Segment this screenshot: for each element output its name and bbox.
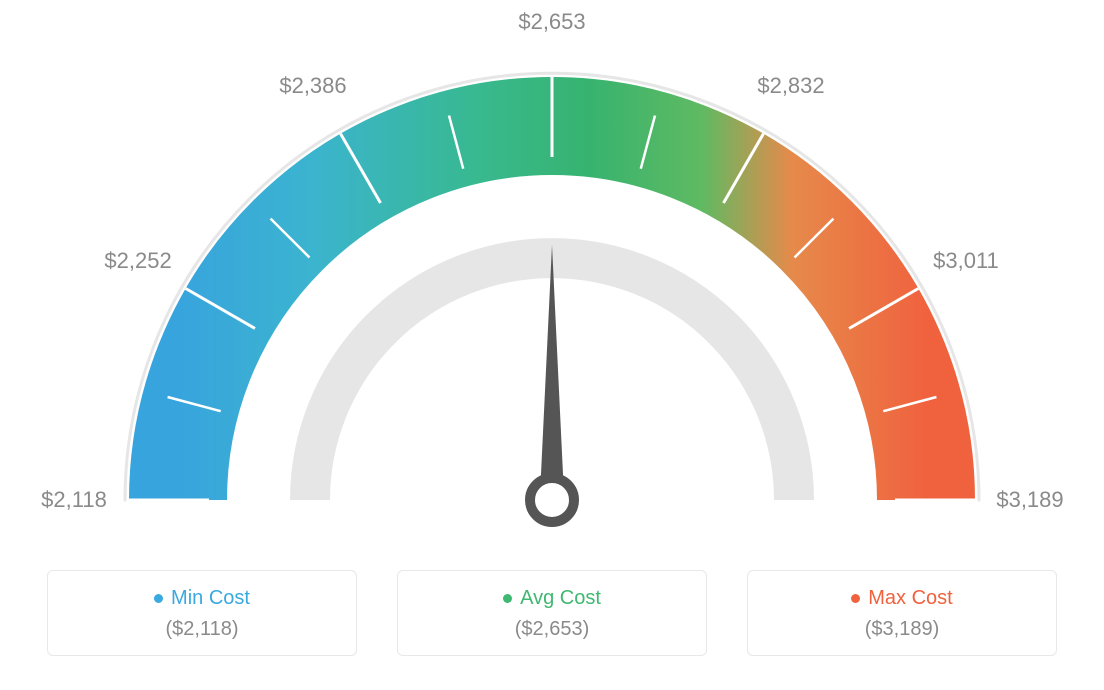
svg-text:$2,118: $2,118 (41, 487, 107, 512)
gauge-svg: $2,118 $2,252 $2,386 $2,653 $2,832 $3,011 $3,1… (0, 0, 1104, 560)
dot-icon (154, 594, 163, 603)
dot-icon (851, 594, 860, 603)
legend-max-value: ($3,189) (748, 618, 1056, 641)
legend-max-card: Max Cost ($3,189) (747, 570, 1057, 656)
legend-max-title: Max Cost (748, 587, 1056, 610)
gauge-chart: $2,118 $2,252 $2,386 $2,653 $2,832 $3,011 $3,1… (0, 0, 1104, 560)
legend-min-label: Min Cost (171, 587, 250, 610)
legend-min-card: Min Cost ($2,118) (47, 570, 357, 656)
svg-text:$2,386: $2,386 (279, 73, 346, 98)
svg-text:$2,832: $2,832 (757, 73, 824, 98)
svg-text:$3,189: $3,189 (996, 487, 1063, 512)
legend-avg-value: ($2,653) (398, 618, 706, 641)
legend-avg-card: Avg Cost ($2,653) (397, 570, 707, 656)
legend-row: Min Cost ($2,118) Avg Cost ($2,653) Max … (7, 570, 1097, 656)
svg-text:$2,252: $2,252 (104, 248, 171, 273)
legend-avg-label: Avg Cost (520, 587, 601, 610)
dot-icon (503, 594, 512, 603)
legend-max-label: Max Cost (868, 587, 952, 610)
svg-text:$3,011: $3,011 (933, 248, 999, 273)
legend-min-value: ($2,118) (48, 618, 356, 641)
gauge-needle (530, 245, 574, 522)
legend-min-title: Min Cost (48, 587, 356, 610)
legend-avg-title: Avg Cost (398, 587, 706, 610)
svg-text:$2,653: $2,653 (518, 9, 585, 34)
